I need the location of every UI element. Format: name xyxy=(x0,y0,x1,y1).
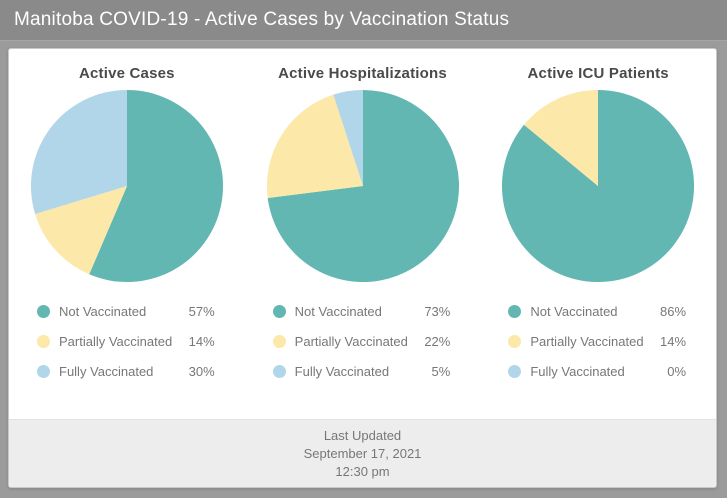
legend-value: 0% xyxy=(667,363,687,379)
legend-value: 5% xyxy=(431,363,451,379)
pie-chart xyxy=(30,89,223,283)
legend-value: 22% xyxy=(424,333,451,349)
legend-value: 14% xyxy=(188,333,215,349)
legend-value: 14% xyxy=(659,333,687,349)
pie-slice xyxy=(89,89,223,283)
pie-container xyxy=(245,88,481,284)
legend-label: Not Vaccinated xyxy=(59,303,147,319)
pie-slice xyxy=(266,94,363,199)
legend-label: Partially Vaccinated xyxy=(294,333,408,349)
legend-swatch xyxy=(37,334,50,348)
last-updated-footer: Last Updated September 17, 2021 12:30 pm xyxy=(9,419,716,487)
legend-item: Fully Vaccinated 30% xyxy=(37,356,215,386)
legend-item: Fully Vaccinated 5% xyxy=(272,356,451,386)
chart-active-hospitalizations: Active Hospitalizations Not Vaccinated 7… xyxy=(245,49,481,421)
pie-container xyxy=(9,88,245,284)
legend-label: Not Vaccinated xyxy=(294,303,382,319)
legend: Not Vaccinated 57% Partially Vaccinated … xyxy=(9,296,245,386)
legend-item: Not Vaccinated 73% xyxy=(272,296,451,326)
legend-label: Fully Vaccinated xyxy=(294,363,390,379)
pie-slice xyxy=(524,89,599,186)
legend-value: 86% xyxy=(659,303,687,319)
pie-slice xyxy=(332,89,363,186)
title-bar: Manitoba COVID-19 - Active Cases by Vacc… xyxy=(0,0,727,41)
legend-item: Not Vaccinated 86% xyxy=(508,296,686,326)
pie-chart xyxy=(266,89,459,283)
legend-label: Fully Vaccinated xyxy=(530,363,625,379)
legend-swatch xyxy=(37,364,50,378)
legend-item: Partially Vaccinated 14% xyxy=(508,326,686,356)
legend-swatch xyxy=(272,304,286,318)
legend-item: Fully Vaccinated 0% xyxy=(508,356,686,386)
pie-slice xyxy=(30,89,127,214)
chart-active-cases: Active Cases Not Vaccinated 57% Partiall… xyxy=(9,49,245,421)
dashboard-card: Active Cases Not Vaccinated 57% Partiall… xyxy=(8,48,717,488)
legend-swatch xyxy=(37,304,50,318)
legend-swatch xyxy=(508,304,522,318)
legend-item: Partially Vaccinated 22% xyxy=(272,326,451,356)
charts-row: Active Cases Not Vaccinated 57% Partiall… xyxy=(9,49,716,421)
legend-swatch xyxy=(508,364,522,378)
chart-title: Active Hospitalizations xyxy=(278,65,447,82)
pie-slice xyxy=(502,89,695,283)
legend-label: Fully Vaccinated xyxy=(59,363,154,379)
chart-title: Active ICU Patients xyxy=(527,65,669,82)
pie-slice xyxy=(34,186,127,275)
last-updated-date: September 17, 2021 xyxy=(303,445,422,461)
legend-value: 57% xyxy=(188,303,215,319)
legend-label: Partially Vaccinated xyxy=(530,333,644,349)
pie-container xyxy=(480,88,716,284)
legend: Not Vaccinated 73% Partially Vaccinated … xyxy=(245,296,481,386)
legend-value: 30% xyxy=(188,363,215,379)
legend: Not Vaccinated 86% Partially Vaccinated … xyxy=(480,296,716,386)
chart-active-icu-patients: Active ICU Patients Not Vaccinated 86% P… xyxy=(480,49,716,421)
page-title: Manitoba COVID-19 - Active Cases by Vacc… xyxy=(14,9,510,30)
chart-title: Active Cases xyxy=(78,65,175,82)
legend-swatch xyxy=(272,364,286,378)
last-updated-label: Last Updated xyxy=(323,427,402,443)
last-updated-time: 12:30 pm xyxy=(335,463,390,479)
legend-label: Not Vaccinated xyxy=(530,303,618,319)
pie-chart xyxy=(502,89,695,283)
legend-label: Partially Vaccinated xyxy=(59,333,173,349)
legend-swatch xyxy=(272,334,286,348)
pie-slice xyxy=(267,89,459,283)
legend-item: Not Vaccinated 57% xyxy=(37,296,215,326)
legend-value: 73% xyxy=(424,303,451,319)
legend-item: Partially Vaccinated 14% xyxy=(37,326,215,356)
legend-swatch xyxy=(508,334,522,348)
